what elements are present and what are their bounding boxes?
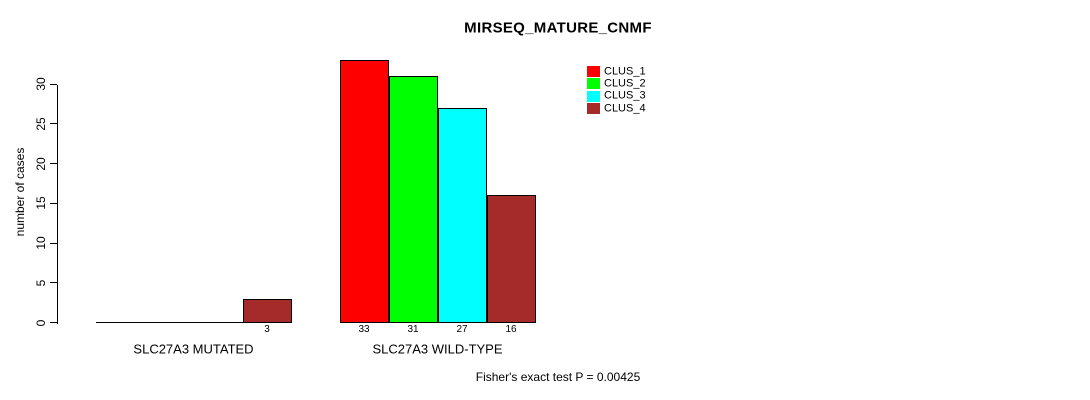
y-axis-line xyxy=(57,84,58,324)
y-tick-label: 30 xyxy=(34,77,48,91)
bar-value-label: 33 xyxy=(358,324,370,335)
category-label: SLC27A3 MUTATED xyxy=(133,341,254,356)
bar-clus_4 xyxy=(242,298,292,324)
category-label: SLC27A3 WILD-TYPE xyxy=(372,341,503,356)
y-tick-label: 25 xyxy=(34,117,48,131)
y-axis-tick xyxy=(50,202,57,204)
y-axis-tick xyxy=(50,83,57,85)
bar-clus_2 xyxy=(388,76,438,324)
legend-swatch-clus_3 xyxy=(587,90,600,102)
chart-title: MIRSEQ_MATURE_CNMF xyxy=(464,19,652,37)
bar-clus_4 xyxy=(486,195,536,324)
y-tick-label: 15 xyxy=(34,196,48,210)
legend-swatch-clus_2 xyxy=(587,78,600,90)
y-axis-tick xyxy=(50,123,57,125)
bar-clus_3-zero xyxy=(193,322,244,323)
legend-label: CLUS_1 xyxy=(604,65,646,77)
y-axis-tick xyxy=(50,282,57,284)
y-tick-label: 20 xyxy=(34,156,48,171)
legend-swatch-clus_1 xyxy=(587,66,600,77)
legend-label: CLUS_2 xyxy=(604,77,646,90)
legend-swatch-clus_4 xyxy=(587,103,600,115)
y-axis-tick xyxy=(50,322,57,323)
legend-label: CLUS_3 xyxy=(604,89,646,102)
bar-value-label: 27 xyxy=(456,324,468,335)
y-axis-tick xyxy=(50,163,57,164)
y-axis-label: number of cases xyxy=(13,147,27,237)
legend-label: CLUS_4 xyxy=(604,102,646,115)
y-tick-label: 0 xyxy=(34,319,48,326)
bar-value-label: 3 xyxy=(264,324,270,335)
fisher-test-annotation: Fisher's exact test P = 0.00425 xyxy=(475,370,641,384)
bar-clus_1-zero xyxy=(95,322,146,323)
bar-clus_3 xyxy=(437,107,487,324)
y-tick-label: 5 xyxy=(34,279,48,287)
bar-value-label: 16 xyxy=(505,324,517,335)
bar-value-label: 31 xyxy=(407,324,419,335)
bar-clus_1 xyxy=(339,60,389,324)
y-axis-tick xyxy=(50,242,57,244)
y-tick-label: 10 xyxy=(34,236,48,250)
bar-clus_2-zero xyxy=(144,322,195,323)
